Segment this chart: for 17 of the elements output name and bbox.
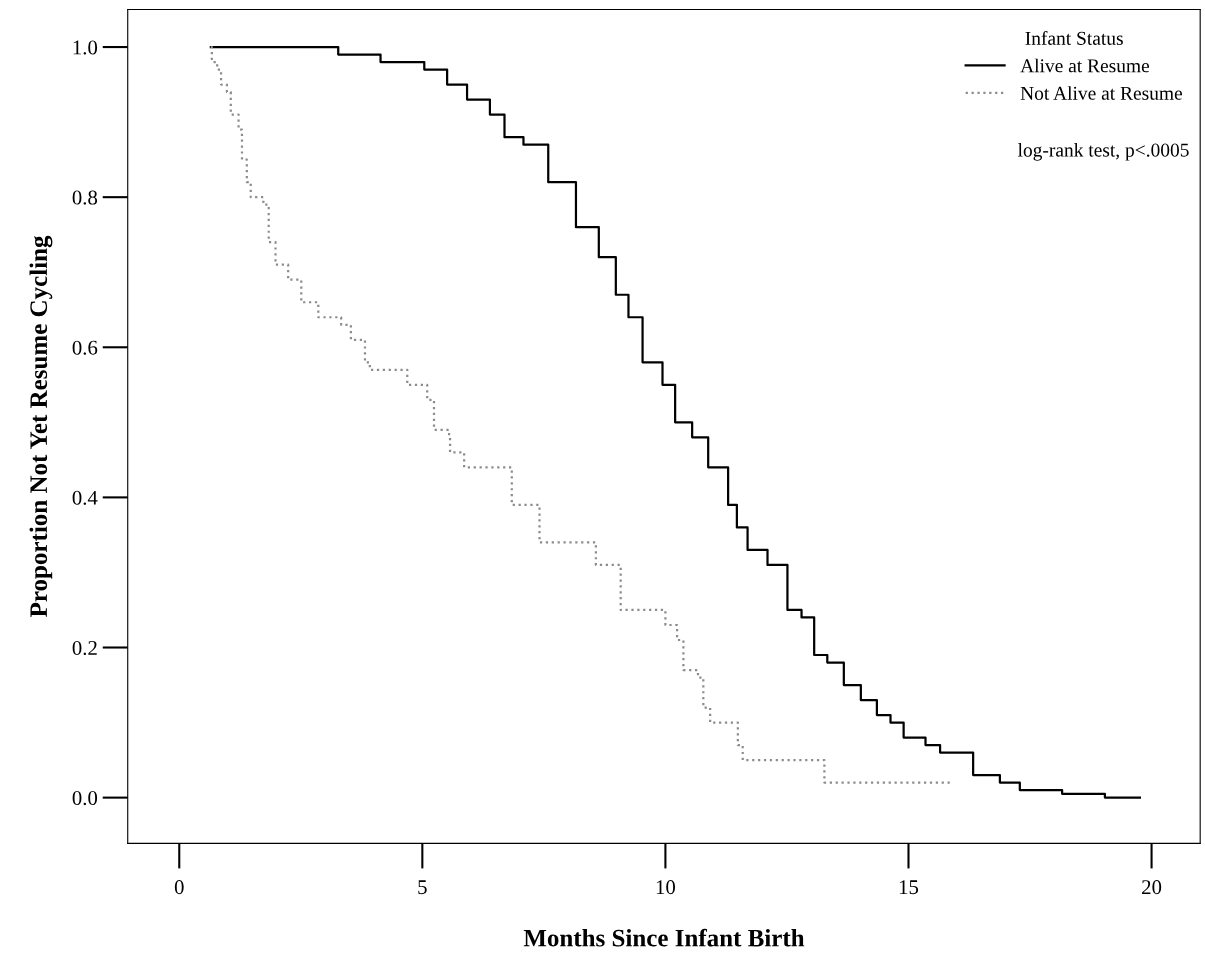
legend-label: Alive at Resume <box>1020 58 1150 73</box>
x-tick-label: 20 <box>1142 880 1162 895</box>
y-tick-label: 0.4 <box>72 490 98 505</box>
y-tick-label: 0.6 <box>72 340 98 355</box>
y-tick-label: 0.2 <box>72 640 97 656</box>
x-tick-label: 15 <box>899 880 919 895</box>
y-tick-label: 1.0 <box>73 40 98 55</box>
legend-label: Not Alive at Resume <box>1020 86 1182 100</box>
x-tick-label: 10 <box>656 880 676 895</box>
x-tick-label: 0 <box>174 880 184 895</box>
y-axis-title: Proportion Not Yet Resume Cycling <box>29 235 53 617</box>
x-tick-label: 5 <box>418 880 427 895</box>
x-axis-title: Months Since Infant Birth <box>523 928 805 947</box>
y-tick-label: 0.8 <box>72 190 98 205</box>
legend-title: Infant Status <box>1025 31 1123 45</box>
annotation: log-rank test, p<.0005 <box>1017 142 1189 161</box>
y-tick-label: 0.0 <box>72 790 98 806</box>
